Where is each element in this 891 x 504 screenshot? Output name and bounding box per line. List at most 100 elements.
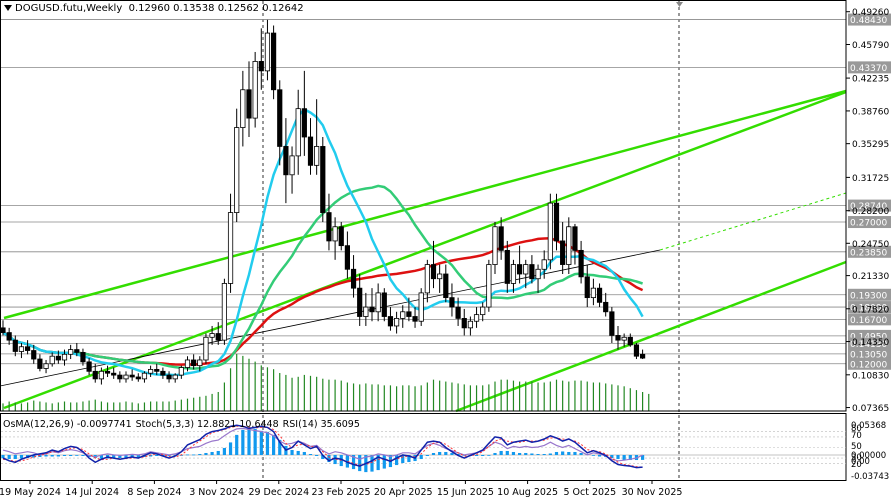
osma-bar xyxy=(259,430,263,455)
candle-body xyxy=(553,202,560,242)
candle-body xyxy=(332,226,338,242)
osma-bar xyxy=(376,455,380,471)
osma-bar xyxy=(382,455,386,469)
candle-body xyxy=(86,361,92,372)
level-label: 0.48430 xyxy=(850,16,887,26)
candle-body xyxy=(535,268,541,280)
main-frame xyxy=(0,0,847,412)
candle-body xyxy=(209,333,215,338)
osma-bar xyxy=(204,452,208,455)
candle-body xyxy=(184,359,191,368)
candle-body xyxy=(381,292,387,317)
osma-bar xyxy=(241,429,245,455)
candle-body xyxy=(227,212,234,284)
candle-body xyxy=(301,108,307,138)
level-label: 0.19300 xyxy=(850,291,887,301)
osma-bar xyxy=(370,455,374,472)
time-tick-label: 8 Sep 2024 xyxy=(127,487,181,498)
level-label-bg xyxy=(848,13,891,26)
candle-body xyxy=(92,370,98,380)
candle-body xyxy=(160,370,166,376)
osma-bar xyxy=(518,452,522,455)
candle-body xyxy=(135,376,141,380)
candle-body xyxy=(154,369,160,372)
candle-body xyxy=(61,353,68,361)
price-tick-label: 0.28200 xyxy=(852,207,889,217)
time-tick-label: 30 Nov 2025 xyxy=(622,487,683,498)
osma-bar xyxy=(456,453,460,455)
candle-body xyxy=(627,336,633,346)
candle-body xyxy=(412,316,418,322)
osma-bar xyxy=(641,455,645,460)
level-label-bg xyxy=(848,199,891,212)
candle-body xyxy=(246,89,252,119)
osma-bar xyxy=(407,455,411,463)
osma-bar xyxy=(425,455,429,457)
dropdown-triangle-icon[interactable] xyxy=(4,5,12,11)
candle-body xyxy=(6,332,12,341)
osma-bar xyxy=(155,455,159,457)
candle-body xyxy=(517,264,523,275)
osma-bar xyxy=(1,455,5,459)
osma-bar xyxy=(19,455,24,459)
osma-bar xyxy=(75,455,79,456)
osma-bar xyxy=(272,434,276,455)
stoch-label: Stoch(5,3,3) 12.8821 10.6448 xyxy=(135,419,279,430)
symbol-label: DOGUSD.futu,Weekly xyxy=(15,3,123,14)
candle-body xyxy=(529,264,535,280)
level-label: 0.28740 xyxy=(850,202,887,212)
trend-line xyxy=(0,249,661,387)
time-tick-label: 10 Aug 2025 xyxy=(497,487,558,498)
candle-body xyxy=(277,89,283,147)
candle-body xyxy=(584,276,590,299)
osma-bar xyxy=(124,455,128,459)
osma-bar xyxy=(247,428,251,455)
osma-bar xyxy=(345,455,349,468)
candle-body xyxy=(129,374,135,378)
price-tick-label: 0.31725 xyxy=(852,174,889,184)
ohlc-values: 0.12960 0.13538 0.12562 0.12642 xyxy=(128,3,304,14)
candle-body xyxy=(492,226,498,265)
candle-body xyxy=(615,335,621,341)
horizontal-levels: 0.48430 0.43370 0.28740 0.27000 0.23850 0.193… xyxy=(1,13,891,370)
osma-bar xyxy=(13,455,17,460)
price-tick-label: 0.14350 xyxy=(852,338,889,348)
candle-body xyxy=(363,306,369,317)
osma-bar xyxy=(167,455,171,457)
level-label-bg xyxy=(848,216,891,229)
osma-bar xyxy=(493,452,497,455)
osma-bar xyxy=(149,455,153,457)
osma-bar xyxy=(358,455,362,472)
candle-body xyxy=(480,306,486,316)
osma-bar xyxy=(505,450,509,455)
osma-bar xyxy=(597,455,602,457)
indicator-tick-label: 0.00 xyxy=(851,457,870,467)
candle-body xyxy=(621,336,627,341)
candle-body xyxy=(264,32,271,72)
candle-body xyxy=(307,136,314,166)
osma-bar xyxy=(198,453,202,455)
candle-body xyxy=(31,350,37,360)
price-tick-label: 0.07365 xyxy=(852,404,889,414)
price-tick-label: 0.49260 xyxy=(852,8,889,18)
candle-body xyxy=(258,61,264,72)
indicator-tick-label: 80 xyxy=(851,424,862,434)
osma-bar xyxy=(308,453,313,455)
candle-body xyxy=(387,316,394,327)
trend-channels xyxy=(0,89,847,413)
candle-body xyxy=(24,346,31,351)
price-tick-label: 0.24750 xyxy=(852,240,889,250)
osma-bar xyxy=(395,455,399,466)
osma-bar xyxy=(185,454,190,456)
candle-body xyxy=(449,297,455,308)
osma-bar xyxy=(524,452,528,455)
candle-body xyxy=(191,359,197,367)
candle-body xyxy=(111,372,117,376)
candle-body xyxy=(603,301,609,313)
candle-body xyxy=(178,367,184,376)
candle-body xyxy=(443,273,449,299)
osma-bar xyxy=(450,452,454,455)
candle-body xyxy=(98,370,104,380)
